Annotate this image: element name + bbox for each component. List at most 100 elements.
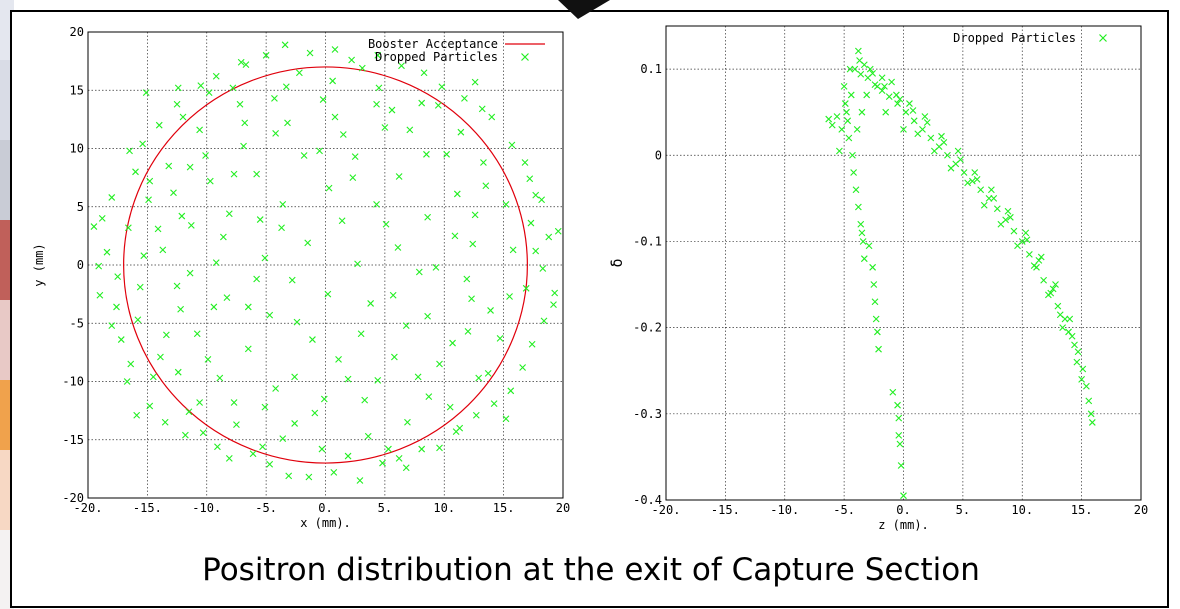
particle-point — [1078, 375, 1086, 383]
particle-point — [395, 455, 403, 462]
particle-point — [145, 196, 152, 204]
particle-point — [402, 322, 410, 329]
particle-point — [910, 117, 918, 125]
x-tick-label: -15. — [133, 501, 162, 515]
particle-point — [865, 242, 873, 250]
particle-point — [894, 401, 901, 409]
particle-point — [1073, 358, 1081, 366]
particle-point — [414, 373, 422, 381]
particle-point — [993, 205, 1001, 213]
particle-point — [1059, 324, 1067, 332]
particle-point — [98, 215, 106, 222]
particle-point — [415, 268, 423, 276]
y-tick-label: -0.2 — [633, 321, 662, 335]
particle-point — [361, 396, 369, 404]
particle-point — [331, 46, 339, 53]
particle-point — [173, 100, 181, 108]
x-tick-label: 15. — [493, 501, 515, 515]
particle-point — [309, 336, 316, 343]
particle-point — [424, 312, 432, 320]
particle-point — [300, 152, 308, 159]
particle-point — [381, 124, 389, 131]
particle-point — [261, 403, 269, 411]
particle-point — [469, 240, 477, 248]
particle-point — [475, 374, 483, 382]
particle-point — [923, 119, 931, 126]
particle-point — [508, 141, 516, 149]
particle-point — [279, 201, 287, 208]
particle-point — [375, 84, 383, 92]
particle-point — [875, 345, 882, 353]
particle-point — [278, 224, 285, 232]
particle-point — [443, 150, 451, 158]
particle-point — [113, 303, 120, 311]
y-tick-label: -0.3 — [633, 407, 662, 421]
particle-point — [134, 316, 142, 324]
particle-point — [133, 411, 141, 419]
particle-point — [225, 455, 233, 462]
particle-point — [872, 315, 880, 323]
particle-point — [850, 169, 858, 176]
particle-point — [921, 113, 929, 120]
particle-point — [859, 238, 867, 245]
particle-point — [193, 330, 201, 338]
particle-point — [971, 169, 979, 176]
y-tick-label: 0 — [77, 258, 84, 272]
particle-point — [1025, 250, 1033, 258]
particle-point — [205, 89, 213, 96]
particle-point — [373, 100, 380, 108]
y-tick-label: -15 — [62, 433, 84, 447]
particle-point — [304, 239, 312, 247]
particle-point — [894, 100, 901, 107]
particle-point — [123, 378, 131, 385]
particle-point — [496, 335, 504, 342]
x-tick-label: 10. — [1011, 503, 1033, 517]
particle-point — [324, 290, 332, 298]
particle-point — [471, 78, 479, 86]
x-tick-label: 10. — [433, 501, 455, 515]
particle-point — [325, 184, 333, 192]
particle-point — [293, 318, 301, 326]
particle-point — [162, 331, 170, 339]
particle-point — [878, 74, 886, 82]
y-tick-label: -10 — [62, 375, 84, 389]
particle-point — [502, 415, 510, 423]
particle-point — [869, 263, 877, 271]
particle-point — [896, 95, 904, 103]
particle-point — [509, 246, 517, 254]
particle-point — [538, 196, 546, 204]
particle-point — [390, 353, 398, 361]
particle-point — [199, 429, 207, 437]
particle-point — [186, 269, 194, 277]
particle-point — [482, 182, 490, 190]
particle-point — [869, 70, 877, 77]
particle-point — [288, 276, 296, 284]
particle-point — [395, 173, 403, 180]
particle-point — [896, 440, 904, 448]
particle-point — [174, 84, 182, 92]
particle-point — [230, 170, 238, 178]
particle-point — [1066, 315, 1074, 323]
particle-point — [244, 303, 252, 311]
particle-point — [902, 108, 910, 116]
particle-point — [980, 201, 988, 209]
particle-point — [356, 477, 364, 484]
particle-point — [219, 233, 227, 241]
particle-point — [457, 128, 465, 136]
y-tick-label: 5 — [77, 200, 84, 214]
y-tick-label: -5 — [70, 316, 84, 330]
particle-point — [382, 220, 390, 228]
particle-point — [1079, 365, 1087, 373]
particle-point — [870, 281, 878, 288]
particle-point — [873, 328, 881, 336]
particle-point — [1074, 348, 1082, 356]
particle-point — [354, 260, 361, 268]
particle-point — [857, 70, 865, 78]
x-tick-label: 0. — [318, 501, 332, 515]
particle-point — [305, 473, 313, 481]
particle-point — [146, 177, 154, 185]
particle-point — [418, 445, 426, 453]
particle-point — [1087, 410, 1095, 418]
particle-point — [242, 61, 250, 69]
